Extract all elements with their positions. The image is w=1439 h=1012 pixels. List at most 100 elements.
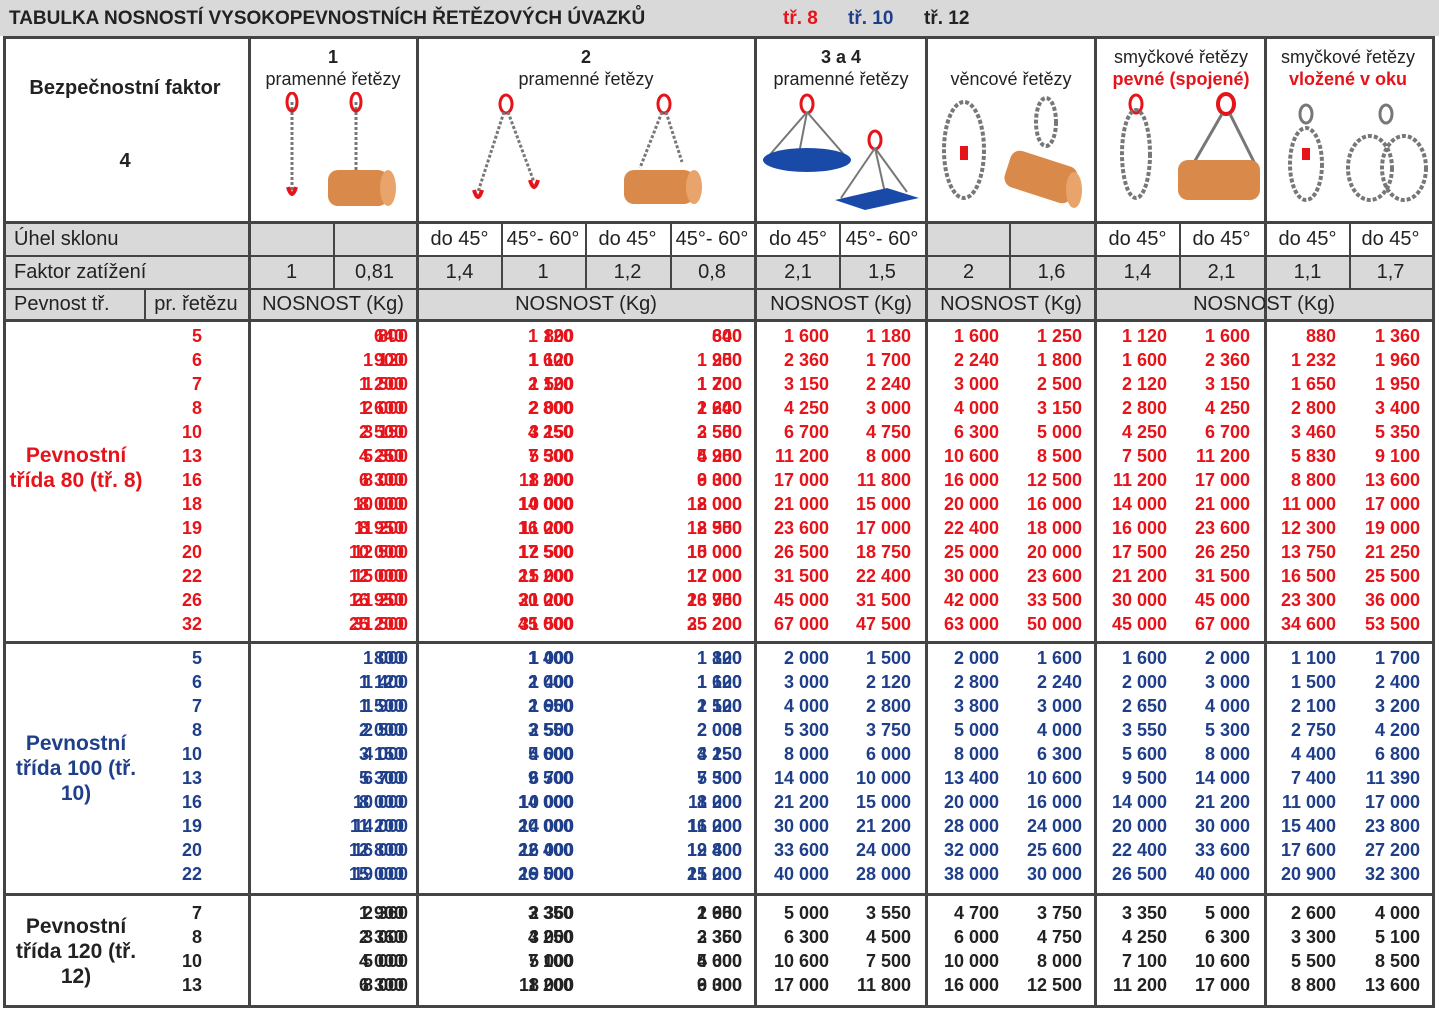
capacity-value: 23 600 — [1026, 566, 1082, 586]
capacity-value: 14 000 — [517, 792, 573, 812]
capacity-value: 15 000 — [348, 864, 404, 884]
capacity-value: 4 250 — [1204, 398, 1250, 418]
capacity-value: 7 500 — [696, 768, 742, 788]
capacity-value: 6 700 — [362, 768, 408, 788]
load-factor-cell: 1,7 — [1376, 261, 1405, 283]
capacity-value: 1 120 — [527, 326, 573, 346]
capacity-value: 14 000 — [1111, 792, 1167, 812]
capacity-value: 26 500 — [1111, 864, 1167, 884]
group-4-label: věncové řetězy — [950, 69, 1072, 89]
capacity-value: 5 830 — [1290, 446, 1336, 466]
capacity-value: 3 150 — [362, 422, 408, 442]
capacity-value: 2 120 — [1121, 374, 1167, 394]
capacity-value: 6 300 — [1036, 744, 1082, 764]
load-factor-cell: 1,4 — [445, 261, 474, 283]
capacity-value: 3 150 — [1204, 374, 1250, 394]
capacity-value: 4 000 — [696, 951, 742, 971]
capacity-value: 12 500 — [1026, 975, 1082, 995]
capacity-value: 21 200 — [352, 590, 408, 610]
capacity-value: 16 000 — [943, 470, 999, 490]
capacity-value: 4 000 — [358, 951, 404, 971]
capacity-value: 1 500 — [362, 374, 408, 394]
capacity-value: 5 000 — [362, 951, 408, 971]
capacity-value: 1 500 — [358, 696, 404, 716]
capacity-value: 9 100 — [1374, 446, 1420, 466]
capacity-value: 11 000 — [1281, 792, 1336, 812]
load-factor-cell: 2,1 — [784, 261, 812, 283]
column-divider — [925, 36, 928, 1008]
capacity-value: 16 500 — [1280, 566, 1336, 586]
capacity-value: 22 400 — [855, 566, 911, 586]
capacity-value: 880 — [1305, 326, 1336, 346]
capacity-value: 3 550 — [696, 422, 742, 442]
capacity-value: 14 000 — [773, 768, 829, 788]
capacity-value: 30 000 — [1111, 590, 1167, 610]
capacity-value: 5 000 — [1204, 903, 1250, 923]
grade-8-tag: tř. 8 — [783, 8, 818, 29]
capacity-value: 30 000 — [773, 816, 829, 836]
capacity-value: 38 000 — [943, 864, 999, 884]
chain-size: 20 — [181, 542, 202, 562]
grade-label: Pevnostní třída 100 (tř. 10) — [15, 731, 137, 805]
capacity-value: 22 400 — [517, 840, 573, 860]
capacity-value: 6 300 — [358, 470, 404, 490]
capacity-value: 5 600 — [527, 744, 573, 764]
capacity-value: 14 000 — [352, 816, 408, 836]
angle-cell: do 45° — [768, 228, 828, 250]
capacity-value: 2 360 — [362, 903, 408, 923]
capacity-value: 8 950 — [358, 518, 404, 538]
chain-size: 32 — [181, 614, 202, 634]
row-divider — [3, 641, 1435, 644]
capacity-value: 2 800 — [527, 398, 573, 418]
capacity-value: 27 200 — [1364, 840, 1420, 860]
capacity-value: 16 000 — [517, 518, 573, 538]
chain-size: 10 — [181, 422, 202, 442]
capacity-value: 1 200 — [358, 374, 404, 394]
capacity-value: 4 250 — [696, 446, 742, 466]
capacity-value: 4 000 — [953, 398, 999, 418]
capacity-value: 2 000 — [696, 720, 742, 740]
capacity-value: 6 300 — [696, 470, 742, 490]
capacity-value: 10 600 — [943, 446, 999, 466]
capacity-value: 800 — [377, 326, 408, 346]
capacity-value: 1 600 — [783, 326, 829, 346]
capacity-value: 31 500 — [352, 614, 408, 634]
capacity-value: 8 800 — [1290, 470, 1336, 490]
capacity-value: 4 250 — [696, 744, 742, 764]
capacity-value: 8 000 — [358, 494, 404, 514]
capacity-value: 7 100 — [1121, 951, 1167, 971]
capacity-value: 3 350 — [696, 927, 742, 947]
capacity-value: 800 — [543, 326, 574, 346]
capacity-value: 4 250 — [1121, 927, 1167, 947]
capacity-value: 42 000 — [943, 590, 999, 610]
capacity-value: 1 600 — [953, 326, 999, 346]
capacity-value: 32 300 — [1364, 864, 1420, 884]
capacity-value: 2 500 — [362, 720, 408, 740]
two-leg-chain-image — [472, 93, 702, 204]
capacity-value: 6 700 — [783, 422, 829, 442]
capacity-value: 3 000 — [953, 374, 999, 394]
capacity-value: 1 120 — [696, 648, 742, 668]
group-1-number: 1 — [327, 47, 338, 67]
chain-size: 5 — [191, 326, 202, 346]
capacity-value: 12 500 — [518, 542, 574, 562]
capacity-value: 11 000 — [1281, 494, 1336, 514]
capacity-value: 4 000 — [362, 744, 408, 764]
chain-size: 8 — [191, 720, 202, 740]
grade-label: Pevnostní třída 120 (tř. 12) — [15, 915, 137, 988]
capacity-value: 2 800 — [1121, 398, 1167, 418]
column-divider — [1264, 36, 1267, 1008]
capacity-value: 21 200 — [517, 566, 573, 586]
grade-10-tag: tř. 10 — [848, 8, 894, 29]
capacity-value: 6 300 — [358, 975, 404, 995]
chain-size: 7 — [191, 696, 202, 716]
capacity-value: 17 500 — [517, 542, 573, 562]
capacity-value: 15 400 — [1280, 816, 1336, 836]
chain-size: 16 — [181, 792, 202, 812]
chain-size: 8 — [191, 398, 202, 418]
chain-size: 19 — [181, 518, 202, 538]
capacity-value: 25 000 — [943, 542, 999, 562]
capacity-value: 8 000 — [865, 446, 911, 466]
capacity-value: 1 400 — [527, 648, 573, 668]
capacity-value: 2 120 — [696, 696, 742, 716]
